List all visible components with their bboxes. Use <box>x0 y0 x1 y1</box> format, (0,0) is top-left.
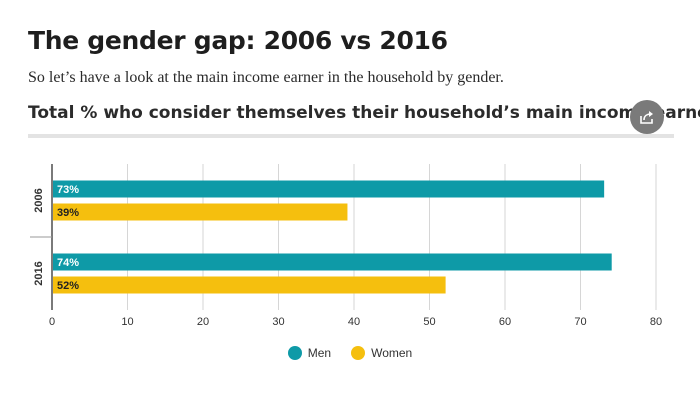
legend-label-women: Women <box>371 346 413 360</box>
bar-men-2016 <box>53 253 612 271</box>
legend-label-men: Men <box>307 346 332 360</box>
chart-title: Total % who consider themselves their ho… <box>28 103 700 123</box>
legend: Men Women <box>0 346 700 360</box>
legend-item-men[interactable]: Men <box>287 346 332 360</box>
intro-text: So let’s have a look at the main income … <box>28 69 504 86</box>
share-button[interactable] <box>630 100 664 134</box>
bar-men-2006 <box>53 180 605 198</box>
title-divider <box>28 134 674 138</box>
bar-women-2016 <box>53 276 446 294</box>
legend-swatch-women <box>351 346 366 360</box>
legend-item-women[interactable]: Women <box>351 346 412 360</box>
bar-label-women-2016: 52% <box>57 280 79 292</box>
share-icon <box>640 111 653 124</box>
category-label-2006: 2006 <box>33 188 45 212</box>
headline: The gender gap: 2006 vs 2016 <box>28 26 448 55</box>
bar-chart: 0 10 20 30 40 50 60 70 80 2006 73% 39% 2016 74% 52% <box>30 164 662 328</box>
category-label-2016: 2016 <box>33 261 45 285</box>
x-tick-label-30: 30 <box>272 316 284 328</box>
bar-label-women-2006: 39% <box>57 207 79 219</box>
x-tick-label-0: 0 <box>49 316 55 328</box>
x-tick-label-70: 70 <box>574 316 586 328</box>
x-tick-label-60: 60 <box>499 316 511 328</box>
x-tick-label-50: 50 <box>423 316 435 328</box>
legend-swatch-men <box>287 346 302 360</box>
x-tick-label-40: 40 <box>348 316 360 328</box>
x-tick-label-20: 20 <box>197 316 209 328</box>
bar-label-men-2016: 74% <box>57 257 79 269</box>
bar-women-2006 <box>53 203 348 221</box>
bar-label-men-2006: 73% <box>57 184 79 196</box>
x-tick-label-80: 80 <box>650 316 662 328</box>
x-tick-label-10: 10 <box>121 316 133 328</box>
